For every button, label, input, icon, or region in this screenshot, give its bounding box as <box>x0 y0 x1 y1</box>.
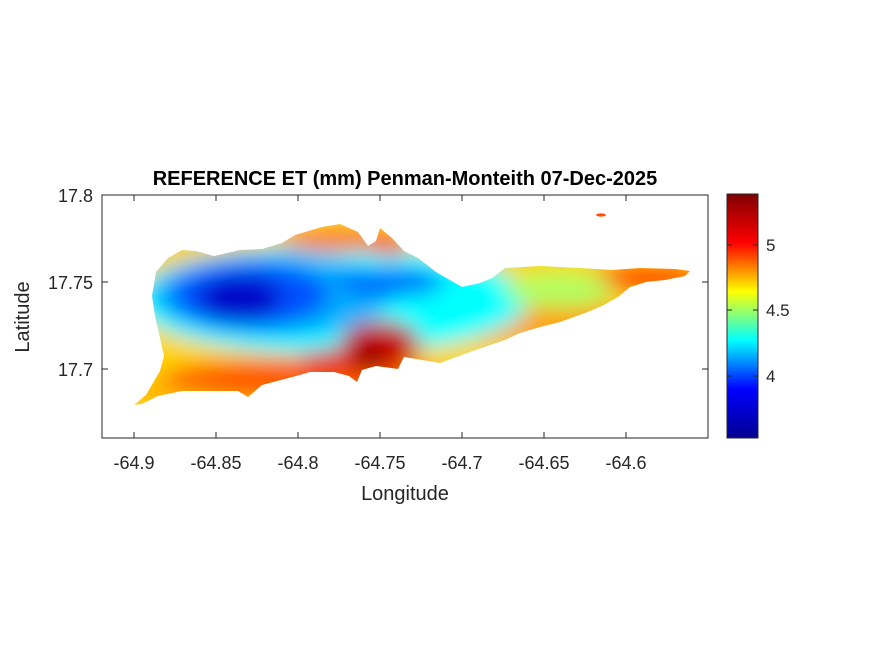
x-axis-label: Longitude <box>361 483 449 505</box>
colorbar-tick-label: 5 <box>766 236 775 255</box>
y-tick-label: 17.7 <box>58 360 93 380</box>
colorbar-tick-label: 4.5 <box>766 301 790 320</box>
x-tick-label: -64.85 <box>190 453 241 473</box>
colorbar: 5 4.5 4 <box>726 193 790 439</box>
x-tick-label: -64.65 <box>518 453 569 473</box>
x-tick-label: -64.75 <box>354 453 405 473</box>
x-tick-label: -64.9 <box>113 453 154 473</box>
islet-marker <box>596 213 606 217</box>
y-tick-label: 17.75 <box>48 273 93 293</box>
colorbar-gradient <box>726 193 759 439</box>
x-tick-label: -64.6 <box>605 453 646 473</box>
colorbar-tick-label: 4 <box>766 367 775 386</box>
y-tick-label: 17.8 <box>58 186 93 206</box>
chart-title: REFERENCE ET (mm) Penman-Monteith 07-Dec… <box>153 168 658 190</box>
y-axis-label: Latitude <box>12 281 34 352</box>
x-tick-label: -64.8 <box>277 453 318 473</box>
x-tick-label: -64.7 <box>441 453 482 473</box>
x-axis: -64.9 -64.85 -64.8 -64.75 -64.7 -64.65 -… <box>113 195 647 473</box>
y-axis: 17.8 17.75 17.7 <box>48 186 708 380</box>
